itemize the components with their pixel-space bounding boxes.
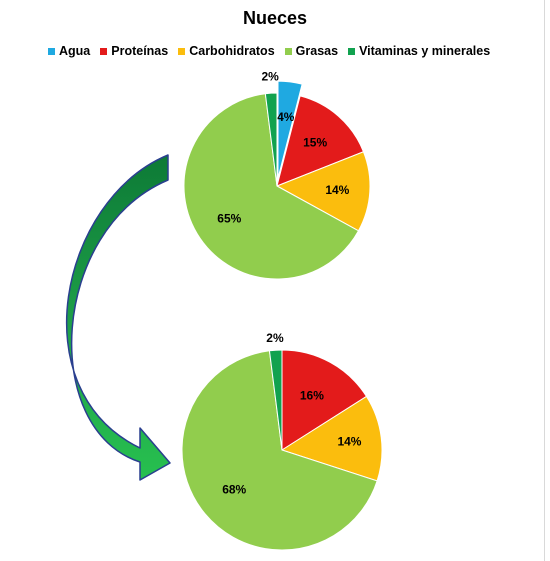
pie1-slice-carbohidratos xyxy=(275,151,371,232)
legend-swatch-agua xyxy=(48,47,55,55)
legend-label-proteinas: Proteínas xyxy=(111,44,169,58)
pie2-slice-carbohidratos xyxy=(280,395,383,482)
pie2-slice-grasas xyxy=(181,350,378,551)
pie1-label-proteinas: 15% xyxy=(303,136,327,150)
pie2-slice-vitaminas-y-minerales xyxy=(268,349,283,451)
curved-arrow xyxy=(66,154,171,481)
legend-label-agua: Agua xyxy=(59,44,91,58)
pie1-label-carbohidratos: 14% xyxy=(325,183,349,197)
pie2-label-grasas: 68% xyxy=(222,483,246,497)
legend-label-grasas: Grasas xyxy=(295,44,339,58)
pie1-label-vitaminas-y-minerales: 2% xyxy=(261,69,279,83)
pie1-slice-agua xyxy=(277,80,303,179)
chart-title: Nueces xyxy=(242,8,308,28)
legend-swatch-grasas xyxy=(284,47,292,55)
legend-swatch-proteinas xyxy=(100,47,108,55)
pie1-slice-proteinas xyxy=(276,95,365,187)
pie2-label-vitaminas-y-minerales: 2% xyxy=(266,331,284,345)
pie2-slice-proteinas xyxy=(281,349,368,451)
pie1-slice-grasas xyxy=(183,93,360,280)
legend-item-vitaminas: Vitaminas y minerales xyxy=(348,44,490,58)
pie1-label-grasas: 65% xyxy=(217,211,241,225)
pie1-slice-vitaminas-y-minerales xyxy=(264,92,278,187)
legend-label-carbohidratos: Carbohidratos xyxy=(189,44,275,58)
legend: Agua Proteínas Carbohidratos Grasas Vita… xyxy=(48,44,490,58)
legend-item-carbohidratos: Carbohidratos xyxy=(178,44,275,58)
pie1-label-agua: 4% xyxy=(277,110,295,124)
pie2-label-proteinas: 16% xyxy=(300,389,324,403)
legend-swatch-vitaminas xyxy=(348,47,356,55)
pie2-label-carbohidratos: 14% xyxy=(337,434,361,448)
legend-label-vitaminas: Vitaminas y minerales xyxy=(359,44,491,58)
legend-item-grasas: Grasas xyxy=(284,44,339,58)
legend-swatch-carbohidratos xyxy=(178,47,186,55)
legend-item-agua: Agua xyxy=(48,44,90,58)
legend-item-proteinas: Proteínas xyxy=(100,44,168,58)
